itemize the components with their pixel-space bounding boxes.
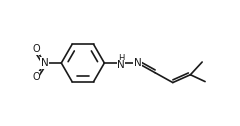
Text: N: N bbox=[117, 60, 125, 70]
Text: H: H bbox=[118, 54, 124, 63]
Text: N: N bbox=[41, 58, 48, 68]
Text: N: N bbox=[134, 58, 141, 68]
Text: O: O bbox=[32, 72, 40, 82]
Text: O: O bbox=[32, 44, 40, 54]
